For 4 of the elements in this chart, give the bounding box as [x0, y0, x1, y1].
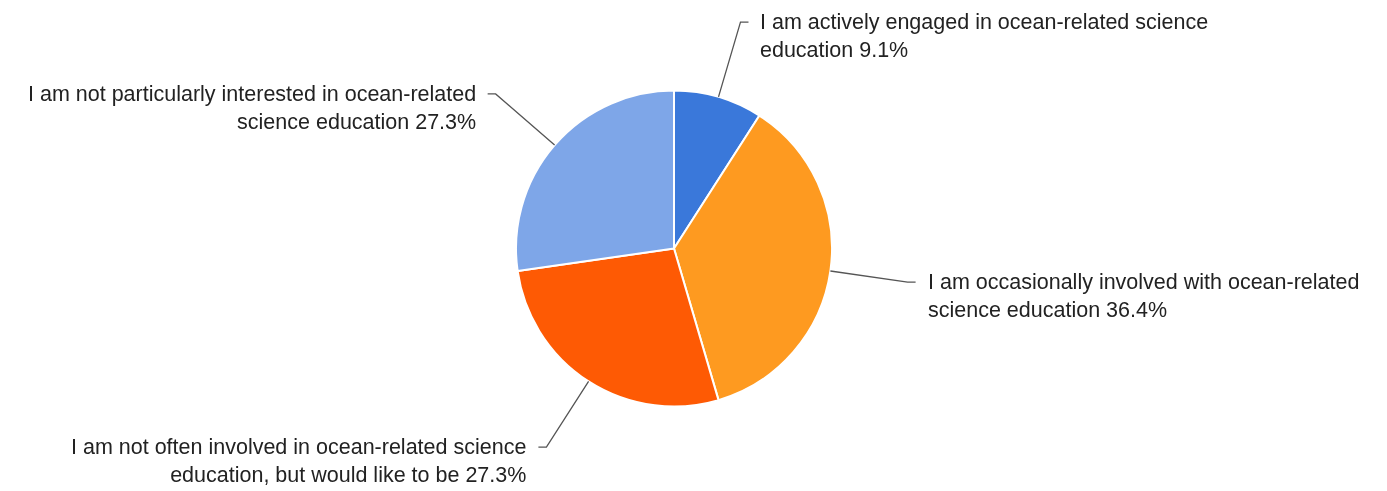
- slice-label: I am not often involved in ocean-related science education, but would like to be 27.3%: [71, 435, 527, 487]
- slice-label: I am occasionally involved with ocean-related science education 36.4%: [928, 270, 1360, 322]
- slice-label: I am actively engaged in ocean-related science education 9.1%: [760, 10, 1209, 62]
- slice-label: I am not particularly interested in ocean-related science education 27.3%: [28, 82, 477, 134]
